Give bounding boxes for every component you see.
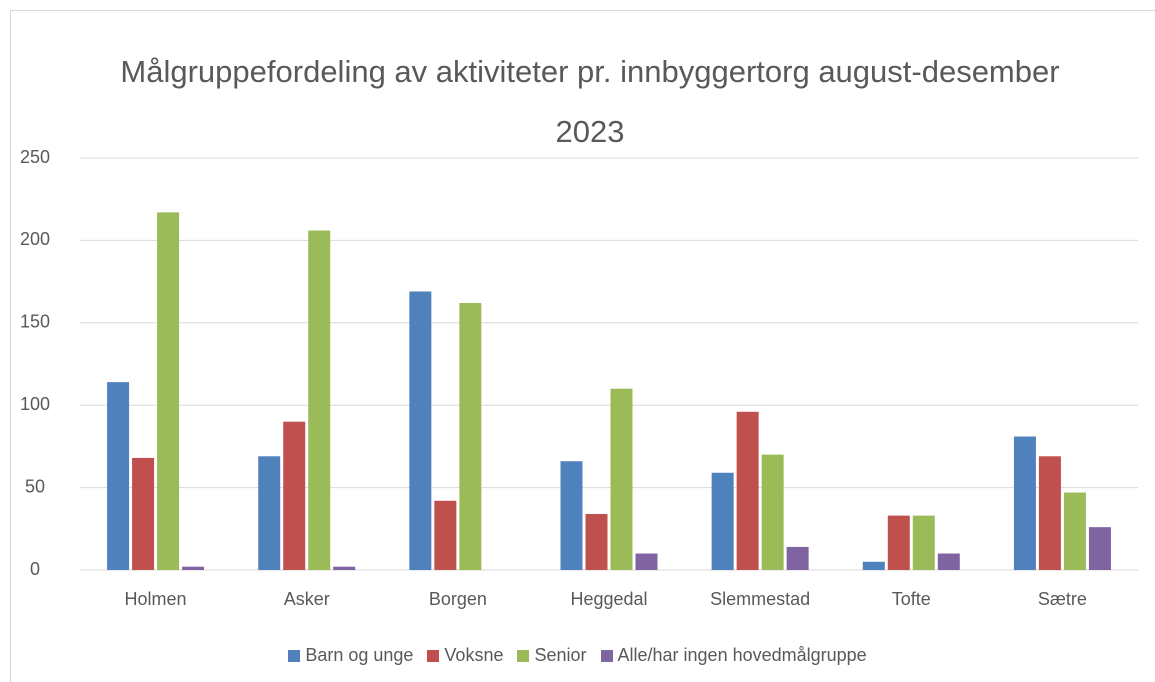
bar bbox=[560, 461, 583, 570]
legend-swatch bbox=[517, 649, 530, 662]
bar bbox=[459, 303, 482, 570]
bar bbox=[736, 411, 759, 570]
y-tick-label: 50 bbox=[25, 476, 45, 496]
chart-title: Målgruppefordeling av aktiviteter pr. in… bbox=[120, 54, 1060, 149]
legend-swatch bbox=[600, 649, 613, 662]
bar bbox=[409, 291, 432, 570]
legend-item: Senior bbox=[517, 645, 587, 666]
bar bbox=[761, 454, 784, 570]
bar bbox=[887, 515, 910, 570]
bar bbox=[635, 553, 658, 570]
legend-label: Senior bbox=[534, 645, 587, 665]
y-tick-label: 0 bbox=[30, 559, 40, 579]
x-tick-label: Slemmestad bbox=[710, 589, 810, 609]
bar bbox=[283, 421, 306, 570]
y-tick-label: 250 bbox=[20, 147, 50, 167]
legend-label: Voksne bbox=[444, 645, 504, 665]
bar bbox=[434, 500, 457, 570]
x-tick-label: Tofte bbox=[892, 589, 931, 609]
y-tick-label: 150 bbox=[20, 312, 50, 332]
bar bbox=[1063, 492, 1086, 570]
x-tick-label: Holmen bbox=[125, 589, 187, 609]
bar bbox=[937, 553, 960, 570]
x-tick-label: Sætre bbox=[1038, 589, 1087, 609]
bar bbox=[1038, 456, 1061, 570]
bar bbox=[258, 456, 281, 570]
bar bbox=[786, 546, 809, 570]
bar bbox=[157, 212, 180, 570]
bar bbox=[585, 513, 608, 570]
bar bbox=[182, 566, 205, 570]
bar bbox=[1088, 527, 1111, 570]
legend-item: Voksne bbox=[427, 645, 503, 666]
bar bbox=[107, 382, 130, 570]
legend-item: Barn og unge bbox=[288, 645, 413, 666]
x-tick-label: Heggedal bbox=[570, 589, 647, 609]
y-tick-label: 200 bbox=[20, 229, 50, 249]
bar bbox=[333, 566, 356, 570]
x-tick-label: Asker bbox=[284, 589, 330, 609]
legend-label: Alle/har ingen hovedmålgruppe bbox=[617, 645, 867, 665]
legend-label: Barn og unge bbox=[305, 645, 414, 665]
bar bbox=[862, 561, 885, 570]
y-tick-label: 100 bbox=[20, 394, 50, 414]
chart-frame bbox=[10, 10, 1155, 682]
legend-item: Alle/har ingen hovedmålgruppe bbox=[600, 645, 867, 666]
bar bbox=[1013, 436, 1036, 570]
bar bbox=[912, 515, 935, 570]
bar bbox=[711, 472, 734, 570]
bar bbox=[308, 230, 331, 570]
legend-swatch bbox=[288, 649, 301, 662]
legend: Barn og unge Voksne Senior Alle/har ingen h… bbox=[0, 645, 1155, 666]
x-tick-label: Borgen bbox=[429, 589, 487, 609]
bar bbox=[132, 457, 155, 570]
legend-swatch bbox=[427, 649, 440, 662]
bar bbox=[610, 388, 633, 570]
